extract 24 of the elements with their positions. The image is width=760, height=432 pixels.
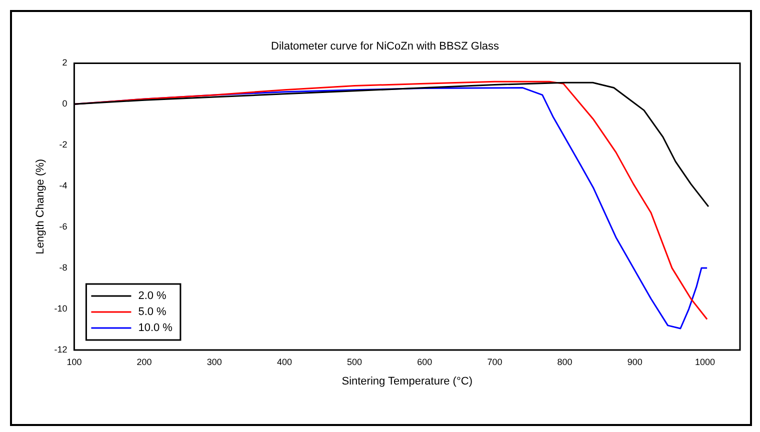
- x-tick-label: 300: [206, 356, 222, 367]
- y-tick-label: -10: [54, 304, 68, 314]
- chart-title: Dilatometer curve for NiCoZn with BBSZ Glass: [270, 40, 500, 53]
- x-tick-label: 700: [487, 356, 502, 367]
- legend-label: 2.0 %: [138, 290, 167, 302]
- y-tick-label: 0: [62, 98, 68, 109]
- legend-label: 5.0 %: [138, 306, 167, 318]
- x-tick-label: 1000: [694, 356, 715, 367]
- x-tick-label: 800: [557, 356, 572, 367]
- x-tick-label: 100: [66, 356, 82, 367]
- y-tick-label: -12: [54, 344, 68, 354]
- y-axis-title: Length Change (%): [34, 158, 47, 254]
- legend-label: 10.0 %: [138, 322, 173, 334]
- y-tick-label: -4: [59, 180, 68, 191]
- y-tick-label: -8: [59, 262, 68, 273]
- x-tick-label: 500: [347, 356, 362, 367]
- y-tick-label: -2: [59, 140, 68, 150]
- x-tick-label: 900: [627, 356, 642, 367]
- x-tick-label: 400: [276, 356, 292, 367]
- x-axis-title: Sintering Temperature (°C): [342, 375, 472, 388]
- x-tick-label: 600: [417, 356, 432, 367]
- y-tick-label: -6: [59, 222, 68, 232]
- y-tick-label: 2: [62, 58, 68, 68]
- x-tick-label: 200: [136, 356, 152, 367]
